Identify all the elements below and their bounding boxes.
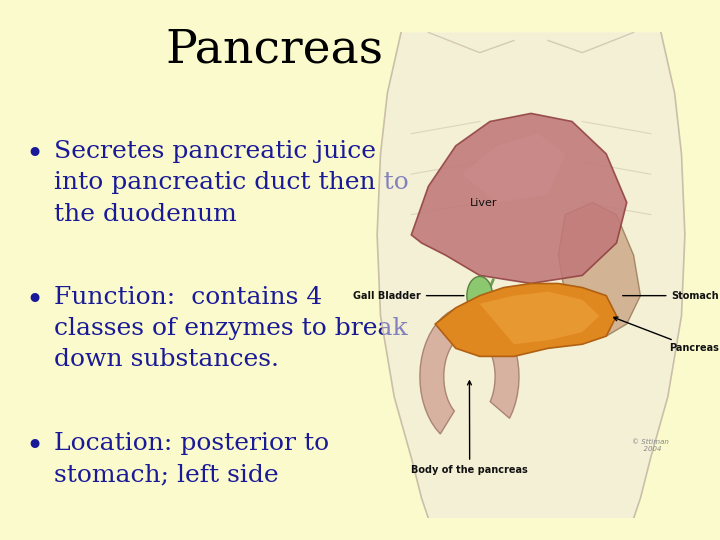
Polygon shape [377, 32, 685, 518]
Text: Body of the pancreas: Body of the pancreas [411, 381, 528, 475]
Polygon shape [480, 292, 600, 345]
Text: •: • [25, 432, 43, 461]
Text: Stomach: Stomach [623, 291, 719, 301]
Text: Function:  contains 4
classes of enzymes to break
down substances.: Function: contains 4 classes of enzymes … [54, 286, 408, 372]
Text: Location: posterior to
stomach; left side: Location: posterior to stomach; left sid… [54, 432, 329, 486]
Text: © Sttiman
  2004: © Sttiman 2004 [632, 439, 669, 452]
Polygon shape [463, 133, 565, 202]
Polygon shape [411, 113, 626, 284]
Text: Gall Bladder: Gall Bladder [354, 291, 464, 301]
Text: •: • [25, 286, 43, 315]
Text: Pancreas: Pancreas [613, 317, 719, 353]
Polygon shape [435, 284, 616, 356]
Text: Secretes pancreatic juice
into pancreatic duct then to
the duodenum: Secretes pancreatic juice into pancreati… [54, 140, 409, 226]
Polygon shape [420, 306, 519, 434]
Text: Pancreas: Pancreas [166, 27, 384, 72]
Ellipse shape [467, 276, 492, 315]
Text: Liver: Liver [469, 198, 497, 207]
Polygon shape [559, 202, 641, 336]
Text: •: • [25, 140, 43, 170]
